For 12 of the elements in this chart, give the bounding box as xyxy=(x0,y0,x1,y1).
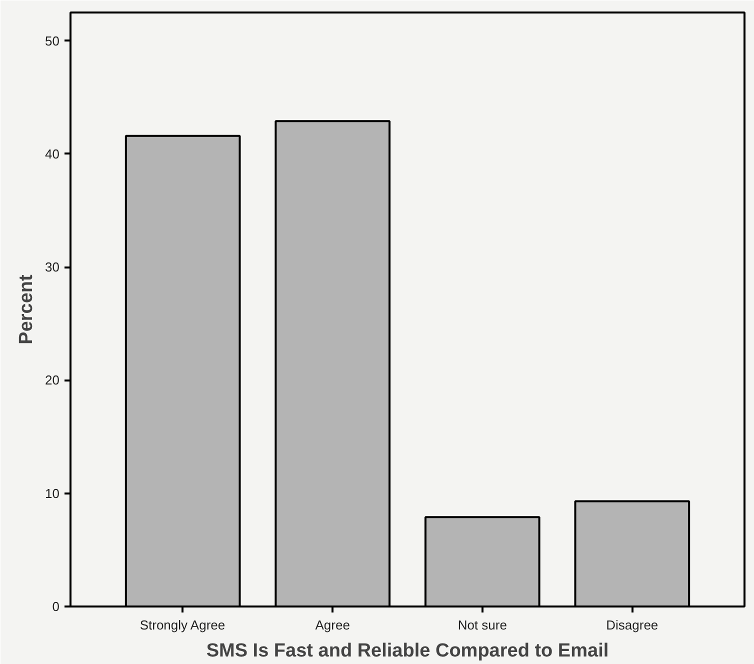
y-tick-label: 40 xyxy=(45,146,60,162)
x-tick-label: Not sure xyxy=(458,618,507,632)
y-tick-label: 30 xyxy=(45,260,60,275)
x-tick-label: Disagree xyxy=(606,618,658,632)
y-tick-label: 0 xyxy=(52,599,60,614)
y-tick-label: 20 xyxy=(45,372,60,388)
x-tick-label: Agree xyxy=(315,618,350,632)
y-tick-label: 10 xyxy=(45,486,60,501)
y-axis-title: Percent xyxy=(16,274,38,344)
y-tick-label: 50 xyxy=(45,33,60,48)
x-tick-label: Strongly Agree xyxy=(140,618,226,632)
x-axis-title: SMS Is Fast and Reliable Compared to Email xyxy=(206,640,609,662)
